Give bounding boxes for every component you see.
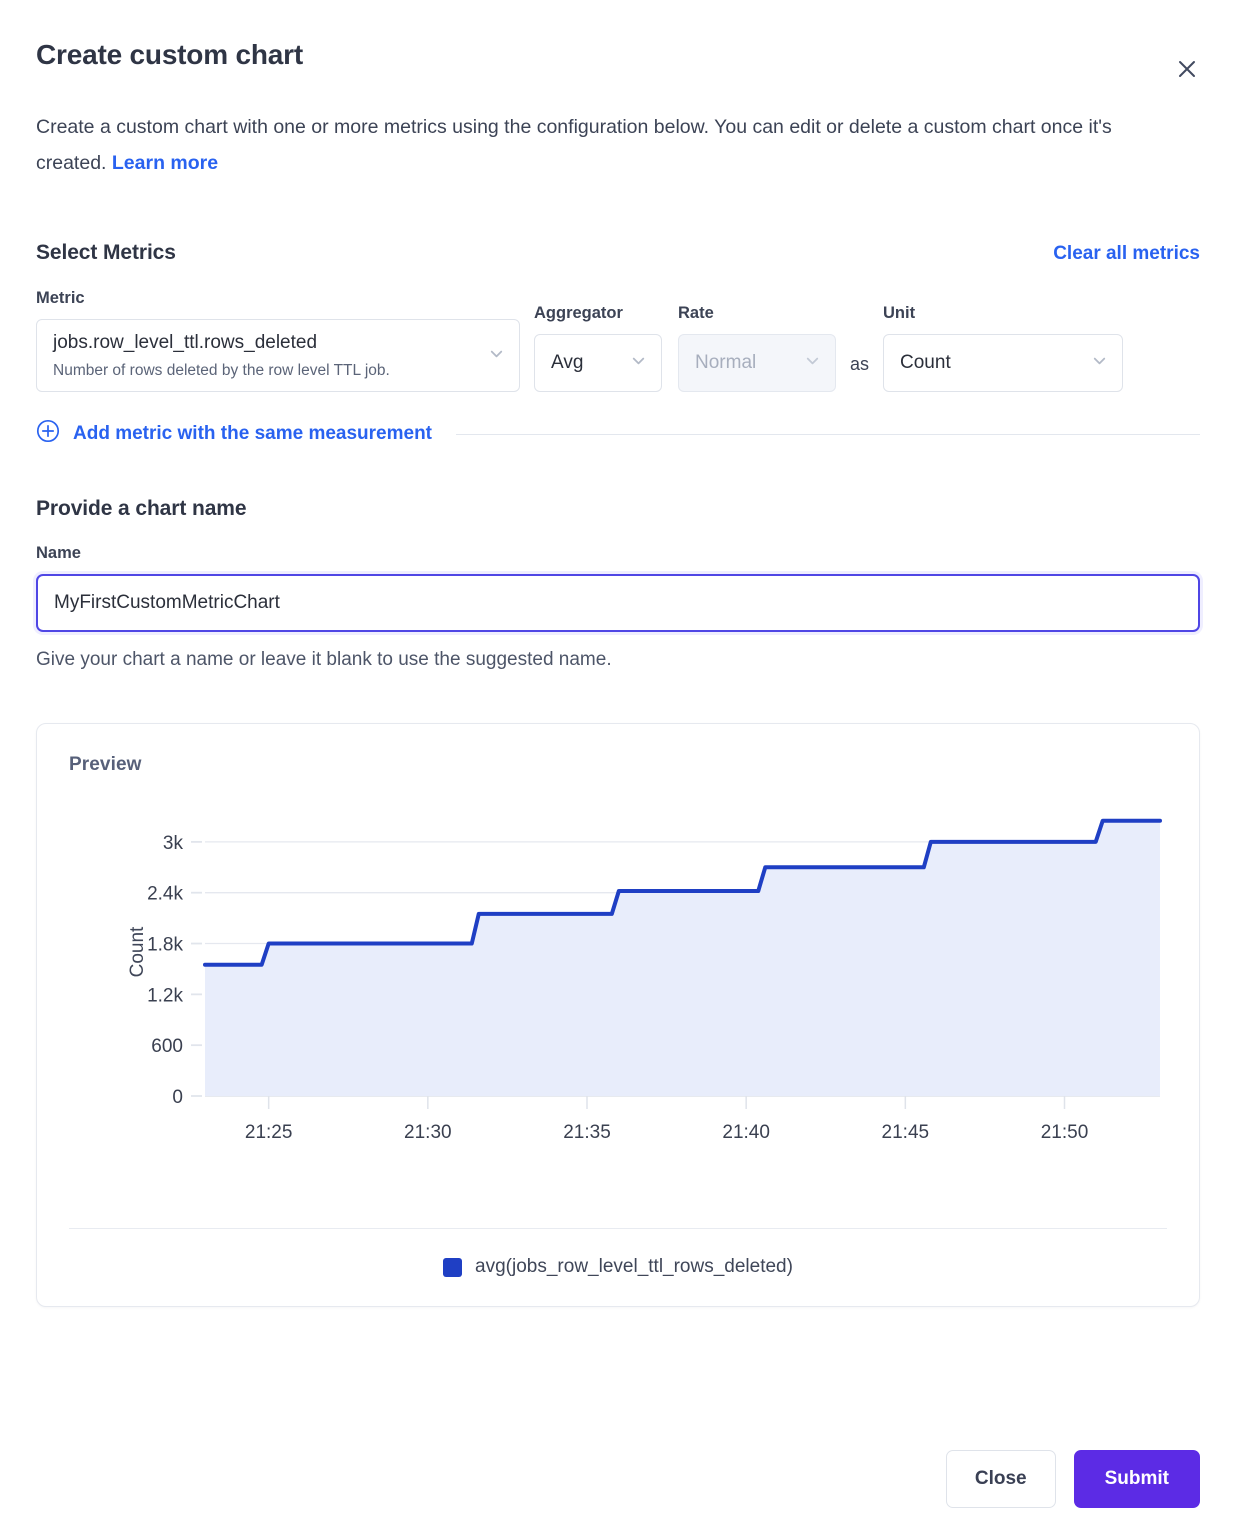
chevron-down-icon (803, 351, 822, 375)
rate-select[interactable]: Normal (678, 334, 836, 393)
aggregator-label: Aggregator (534, 304, 623, 323)
name-label: Name (36, 544, 81, 563)
add-metric-row: Add metric with the same measurement (36, 419, 1200, 449)
svg-text:3k: 3k (163, 833, 184, 854)
dialog-footer: Close Submit (945, 1450, 1200, 1508)
name-input[interactable] (36, 574, 1200, 633)
select-metrics-header-row: Select Metrics Clear all metrics (36, 241, 1200, 265)
svg-text:21:35: 21:35 (563, 1122, 611, 1143)
preview-chart: Count 0 600 1.2k 1.8k 2.4k 3k 21:25 21:30 21:35 21… (127, 818, 1162, 1143)
legend-label[interactable]: avg(jobs_row_level_ttl_rows_deleted) (475, 1256, 793, 1278)
close-button-footer[interactable]: Close (945, 1450, 1056, 1508)
legend-swatch (443, 1257, 463, 1277)
preview-title: Preview (69, 754, 142, 776)
unit-field-group: Unit Count (883, 304, 1124, 393)
unit-select[interactable]: Count (883, 334, 1124, 393)
svg-text:21:25: 21:25 (245, 1122, 293, 1143)
close-button[interactable] (1170, 52, 1204, 86)
submit-button[interactable]: Submit (1073, 1450, 1200, 1508)
metric-field-group: Metric jobs.row_level_ttl.rows_deleted N… (36, 288, 520, 393)
svg-text:21:45: 21:45 (882, 1122, 930, 1143)
aggregator-field-group: Aggregator Avg (534, 304, 662, 393)
as-label: as (850, 354, 870, 375)
dialog-description-text: Create a custom chart with one or more m… (36, 115, 1112, 174)
dialog-header: Create custom chart (36, 39, 1200, 77)
svg-text:21:30: 21:30 (404, 1122, 452, 1143)
unit-selected-value: Count (900, 352, 951, 374)
plus-circle-icon (36, 419, 60, 449)
add-metric-label: Add metric with the same measurement (73, 423, 432, 445)
page-title: Create custom chart (36, 39, 303, 70)
learn-more-link[interactable]: Learn more (111, 151, 219, 174)
chart-name-section: Provide a chart name Name Give your char… (36, 497, 1200, 671)
name-help-text: Give your chart a name or leave it blank… (36, 649, 612, 671)
chevron-down-icon (1090, 351, 1109, 375)
unit-label: Unit (883, 304, 916, 323)
add-metric-button[interactable]: Add metric with the same measurement (36, 419, 432, 449)
select-metrics-heading: Select Metrics (36, 240, 176, 264)
rate-selected-value: Normal (695, 352, 757, 374)
metric-configuration-row: Metric jobs.row_level_ttl.rows_deleted N… (36, 288, 1200, 393)
metric-label: Metric (36, 288, 85, 307)
divider (69, 1228, 1167, 1230)
aggregator-selected-value: Avg (551, 352, 584, 374)
divider (456, 433, 1200, 435)
preview-card: Preview Count 0 600 1.2k 1.8k 2.4k 3k 21:25 21:3… (36, 723, 1200, 1308)
metric-select[interactable]: jobs.row_level_ttl.rows_deleted Number o… (36, 318, 520, 393)
chart-legend: avg(jobs_row_level_ttl_rows_deleted) (65, 1229, 1171, 1306)
chevron-down-icon (487, 344, 506, 368)
chevron-down-icon (629, 351, 648, 375)
svg-text:21:40: 21:40 (722, 1122, 770, 1143)
svg-text:0: 0 (172, 1087, 183, 1108)
aggregator-select[interactable]: Avg (534, 334, 662, 393)
metric-selected-value: jobs.row_level_ttl.rows_deleted (53, 331, 318, 353)
dialog-description: Create a custom chart with one or more m… (36, 109, 1176, 181)
svg-text:1.2k: 1.2k (147, 986, 183, 1007)
rate-label: Rate (678, 304, 714, 323)
svg-text:1.8k: 1.8k (147, 935, 183, 956)
svg-text:21:50: 21:50 (1041, 1122, 1089, 1143)
metric-description: Number of rows deleted by the row level … (53, 361, 390, 379)
chart-plot-area: Count 0 600 1.2k 1.8k 2.4k 3k 21:25 21:30 21:35 21… (65, 784, 1171, 1214)
close-icon (1176, 58, 1198, 80)
chart-name-heading: Provide a chart name (36, 497, 247, 521)
svg-text:Count: Count (127, 926, 148, 977)
svg-text:600: 600 (151, 1036, 183, 1057)
svg-text:2.4k: 2.4k (147, 884, 183, 905)
clear-all-metrics-link[interactable]: Clear all metrics (1053, 242, 1200, 264)
rate-field-group: Rate Normal (678, 304, 836, 393)
